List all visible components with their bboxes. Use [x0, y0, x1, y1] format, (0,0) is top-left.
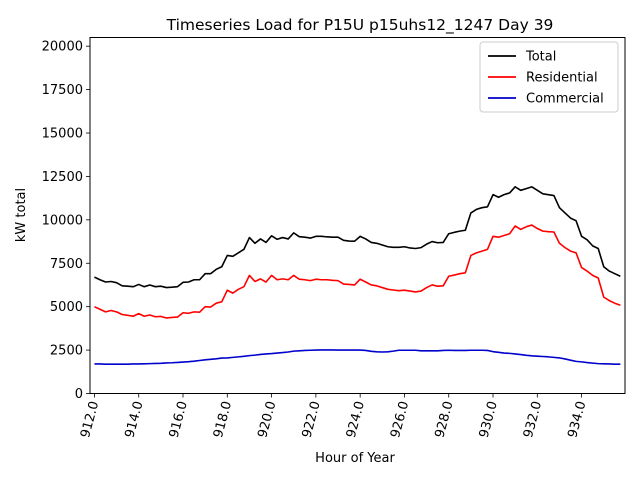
y-tick-label: 15000 — [42, 127, 83, 142]
y-axis-label: kW total — [14, 188, 29, 242]
y-axis: 0 2500 5000 7500 10000 12500 15000 17500 20000 — [42, 40, 90, 402]
legend: Total Residential Commercial — [479, 41, 619, 113]
y-tick-label: 2500 — [50, 344, 83, 359]
chart-title: Timeseries Load for P15U p15uhs12_1247 D… — [166, 16, 554, 35]
series-line-commercial — [94, 349, 621, 365]
y-tick-label: 5000 — [50, 300, 83, 315]
plot-frame — [89, 37, 626, 394]
y-tick-label: 10000 — [42, 213, 83, 228]
legend-label-total: Total — [525, 50, 556, 65]
y-tick-label: 12500 — [42, 170, 83, 185]
legend-label-residential: Residential — [526, 71, 598, 86]
plot-area — [94, 186, 621, 365]
legend-box — [479, 41, 619, 113]
y-tick-label: 7500 — [50, 257, 83, 272]
x-axis-label: Hour of Year — [315, 451, 395, 466]
y-tick-label: 17500 — [42, 83, 83, 98]
series-line-total — [94, 186, 621, 289]
y-tick-label: 0 — [75, 387, 83, 402]
series-line-residential — [94, 224, 621, 319]
y-tick-label: 20000 — [42, 40, 83, 55]
legend-label-commercial: Commercial — [526, 92, 604, 107]
